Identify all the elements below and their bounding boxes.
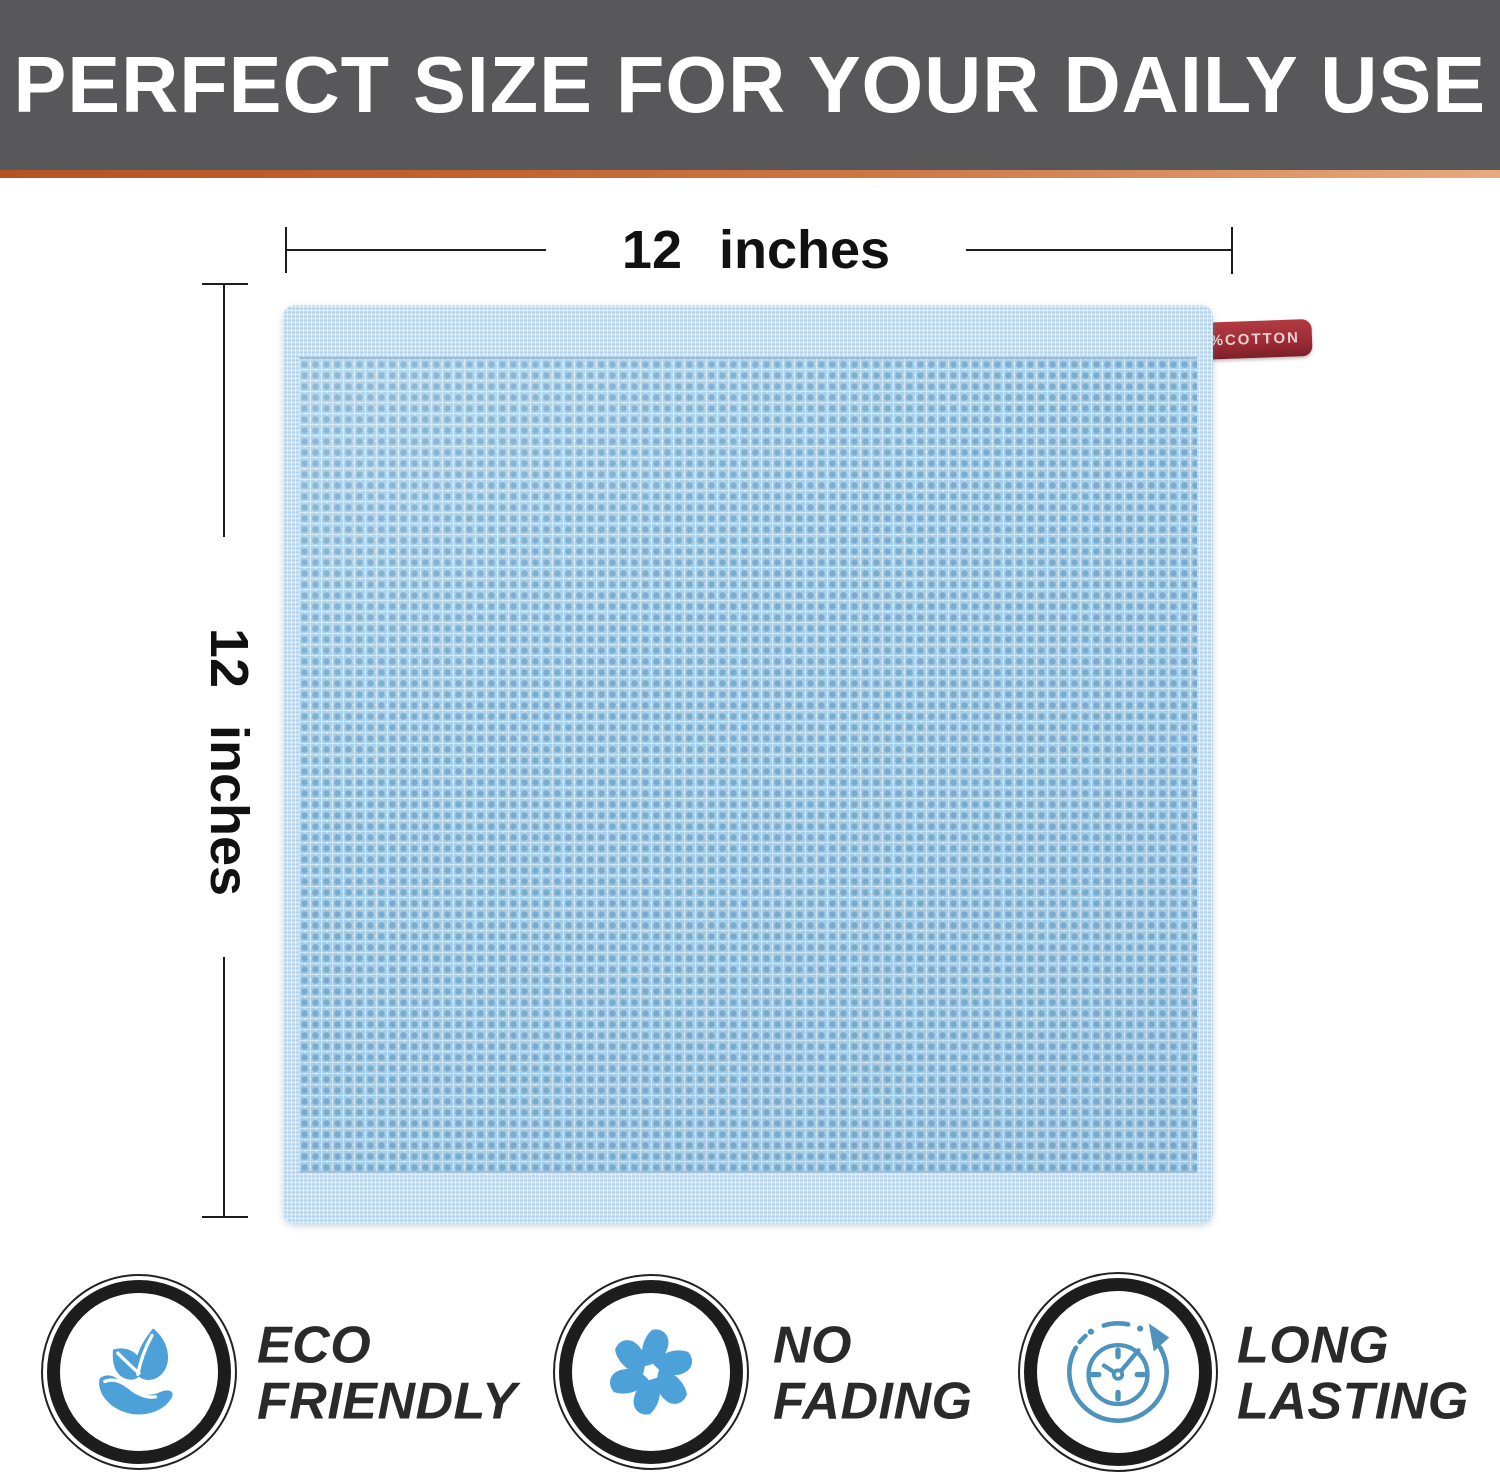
header-banner: PERFECT SIZE FOR YOUR DAILY USE: [0, 0, 1500, 170]
hand-holding-leaves-icon: [99, 1328, 173, 1415]
no-fading-badge: [553, 1274, 749, 1470]
header-title: PERFECT SIZE FOR YOUR DAILY USE: [13, 40, 1487, 129]
header-accent-stripe: [0, 170, 1500, 178]
width-dim-left-line: [285, 249, 546, 251]
eco-friendly-line1: ECO: [257, 1316, 372, 1375]
eco-friendly-badge: [41, 1274, 237, 1470]
long-lasting-line1: LONG: [1237, 1316, 1390, 1375]
no-fading-label: NO FADING: [773, 1318, 972, 1429]
towel-image: [283, 305, 1213, 1223]
long-lasting-line2: LASTING: [1237, 1372, 1469, 1430]
clock-refresh-icon: [1067, 1321, 1170, 1423]
height-dim-bottom-line: [223, 957, 225, 1218]
long-lasting-badge: [1018, 1272, 1218, 1472]
cotton-tag-label: %COTTON: [1209, 329, 1301, 350]
width-dim-right-tick: [1231, 227, 1233, 274]
pinwheel-petals-icon: [605, 1329, 697, 1415]
height-dim-top-tick: [202, 283, 248, 285]
width-dim-label: 12 inches: [621, 220, 891, 280]
width-dim-right-line: [966, 249, 1233, 251]
eco-friendly-line2: FRIENDLY: [257, 1372, 518, 1430]
no-fading-line1: NO: [773, 1316, 852, 1375]
no-fading-line2: FADING: [773, 1372, 973, 1430]
height-dim-label: 12 inches: [199, 627, 259, 897]
height-dim-bottom-tick: [202, 1216, 248, 1218]
towel-waffle-texture: [299, 357, 1197, 1173]
long-lasting-label: LONG LASTING: [1237, 1318, 1469, 1429]
height-dim-top-line: [223, 283, 225, 537]
eco-friendly-label: ECO FRIENDLY: [257, 1318, 517, 1429]
